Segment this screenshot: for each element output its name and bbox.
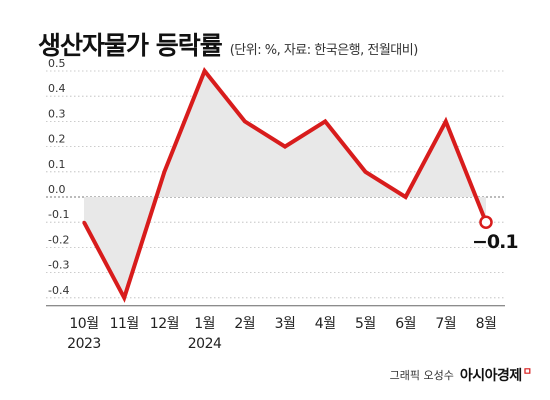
x-tick-label: 1월 xyxy=(194,316,215,332)
brand-logo: 아시아경제 xyxy=(459,368,522,384)
x-tick-label: 3월 xyxy=(275,316,296,332)
data-point xyxy=(363,170,367,174)
title-row: 생산자물가 등락률 (단위: %, 자료: 한국은행, 전월대비) xyxy=(38,26,418,62)
chart-title: 생산자물가 등락률 xyxy=(38,31,223,60)
data-point xyxy=(82,220,86,224)
data-point xyxy=(162,170,166,174)
y-tick-label: -0.1 xyxy=(48,208,69,221)
data-point xyxy=(122,296,126,300)
y-tick-label: 0.5 xyxy=(48,57,66,70)
last-point-marker xyxy=(479,215,493,229)
x-tick-label: 5월 xyxy=(355,316,376,332)
data-point xyxy=(444,119,448,123)
data-point xyxy=(283,145,287,149)
data-point xyxy=(243,119,247,123)
x-tick-label: 2월 xyxy=(234,316,255,332)
y-tick-label: 0.3 xyxy=(48,107,66,120)
brand-mark-icon: ㅁ xyxy=(522,366,532,378)
year-label: 2023 xyxy=(67,336,101,352)
x-tick-label: 10월 xyxy=(69,316,98,332)
y-tick-label: -0.2 xyxy=(48,233,69,246)
x-tick-label: 4월 xyxy=(315,316,336,332)
x-tick-label: 6월 xyxy=(395,316,416,332)
area-fill xyxy=(84,71,486,298)
x-tick-label: 12월 xyxy=(150,316,179,332)
x-tick-label: 8월 xyxy=(476,316,497,332)
chart-subtitle: (단위: %, 자료: 한국은행, 전월대비) xyxy=(229,43,419,58)
last-value-label: −0.1 xyxy=(472,231,518,253)
y-tick-label: 0.0 xyxy=(48,183,66,196)
y-tick-label: -0.4 xyxy=(48,284,69,297)
year-label: 2024 xyxy=(188,336,222,352)
y-tick-label: 0.2 xyxy=(48,133,66,146)
data-point xyxy=(404,195,408,199)
data-point xyxy=(323,119,327,123)
y-tick-label: -0.3 xyxy=(48,259,69,272)
graphic-credit: 그래픽 오성수 xyxy=(389,369,454,382)
x-tick-label: 11월 xyxy=(110,316,139,332)
y-tick-label: 0.4 xyxy=(48,82,66,95)
x-tick-label: 7월 xyxy=(435,316,456,332)
data-point xyxy=(203,69,207,73)
credit: 그래픽 오성수 아시아경제 ㅁ xyxy=(390,365,532,385)
y-tick-label: 0.1 xyxy=(48,158,66,171)
